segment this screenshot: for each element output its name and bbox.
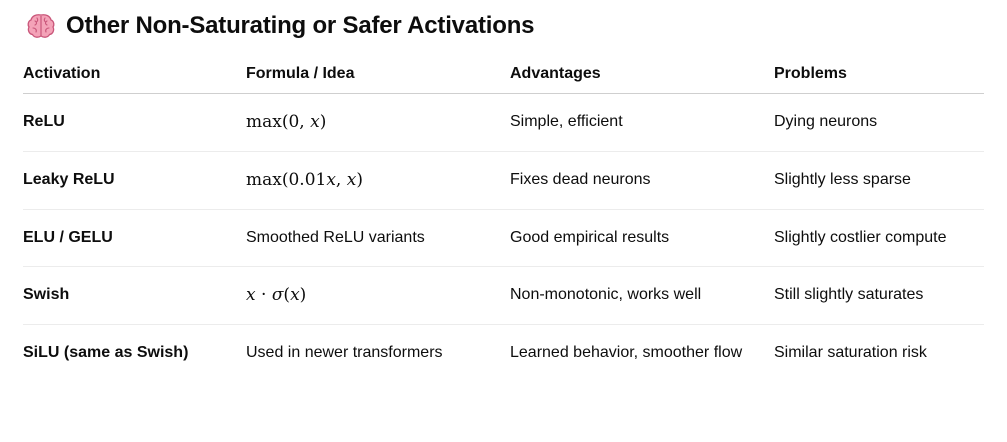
section-heading: Other Non-Saturating or Safer Activation…	[26, 8, 535, 44]
activation-cell: ReLU	[23, 93, 246, 152]
advantages-cell: Good empirical results	[510, 209, 774, 267]
problems-cell: Dying neurons	[774, 93, 984, 152]
advantages-cell: Fixes dead neurons	[510, 151, 774, 210]
advantages-cell: Learned behavior, smoother flow	[510, 344, 743, 361]
page-title: Other Non-Saturating or Safer Activation…	[66, 12, 535, 39]
activations-table: Activation Formula / Idea Advantages Pro…	[23, 57, 984, 381]
formula-math: x · σ(x)	[246, 285, 307, 305]
column-header-formula: Formula / Idea	[246, 57, 510, 94]
formula-math: max(0.01x, x)	[246, 170, 363, 190]
table-row: ELU / GELU Smoothed ReLU variants Good e…	[23, 209, 984, 267]
table-header-row: Activation Formula / Idea Advantages Pro…	[23, 57, 984, 94]
table-row: Leaky ReLU max(0.01x, x) Fixes dead neur…	[23, 151, 984, 210]
formula-cell: max(0, x)	[246, 93, 510, 152]
table-row: SiLU (same as Swish) Used in newer trans…	[23, 325, 984, 382]
column-header-advantages: Advantages	[510, 57, 774, 94]
formula-cell: x · σ(x)	[246, 266, 510, 325]
table-row: Swish x · σ(x) Non-monotonic, works well…	[23, 266, 984, 325]
activation-cell: Leaky ReLU	[23, 151, 246, 210]
activation-cell: SiLU (same as Swish)	[23, 344, 189, 361]
problems-cell: Similar saturation risk	[774, 344, 927, 361]
brain-icon	[26, 11, 56, 41]
formula-cell: Smoothed ReLU variants	[246, 209, 510, 267]
formula-math: max(0, x)	[246, 112, 327, 132]
column-header-problems: Problems	[774, 57, 984, 94]
formula-cell: max(0.01x, x)	[246, 151, 510, 210]
activation-cell: ELU / GELU	[23, 209, 246, 267]
advantages-cell: Non-monotonic, works well	[510, 266, 774, 325]
activation-cell: Swish	[23, 266, 246, 325]
formula-cell: Used in newer transformers	[246, 344, 443, 361]
advantages-cell: Simple, efficient	[510, 93, 774, 152]
column-header-activation: Activation	[23, 57, 246, 94]
problems-cell: Slightly less sparse	[774, 151, 984, 210]
problems-cell: Still slightly saturates	[774, 266, 984, 325]
problems-cell: Slightly costlier compute	[774, 209, 984, 267]
table-row: ReLU max(0, x) Simple, efficient Dying n…	[23, 93, 984, 152]
